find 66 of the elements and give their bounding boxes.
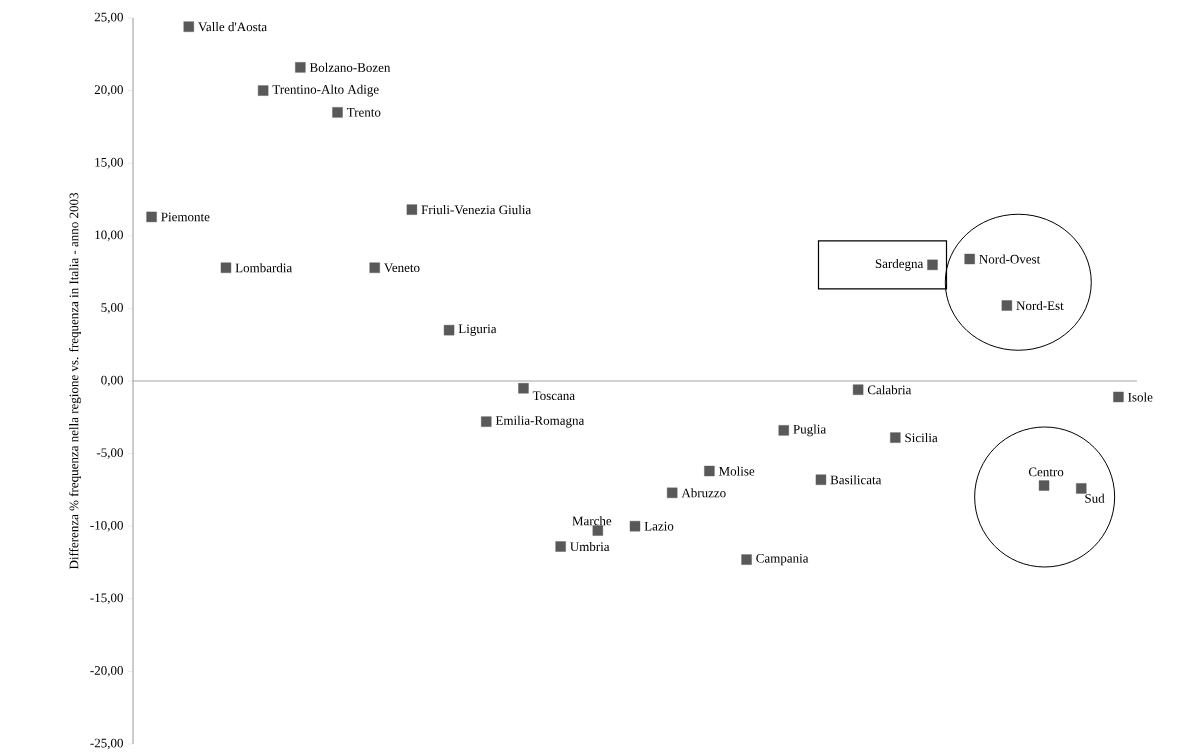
data-label: Sardegna xyxy=(875,259,924,271)
data-label: Molise xyxy=(718,466,755,476)
data-label: Sud xyxy=(1085,493,1105,503)
point xyxy=(220,262,232,274)
data-label: Lombardia xyxy=(235,263,293,273)
data-label: Bolzano-Bozen xyxy=(309,62,391,73)
point xyxy=(852,384,864,396)
point xyxy=(406,204,418,216)
data-label: Friuli-Venezia Giulia xyxy=(421,205,532,215)
y-axis-title: Differenza % frequenza nella regione vs. frequenza in Italia - anno 2003 xyxy=(69,193,82,570)
data-label: Liguria xyxy=(458,324,497,337)
y-tick-label: -25,00 xyxy=(90,738,123,750)
y-tick-label: 25,00 xyxy=(94,12,123,24)
point xyxy=(1076,483,1087,494)
point xyxy=(815,474,827,486)
point xyxy=(481,416,492,428)
point xyxy=(332,107,343,118)
data-label: Trentino-Alto Adige xyxy=(272,84,379,97)
point xyxy=(369,262,380,274)
point xyxy=(146,211,157,223)
point xyxy=(1113,391,1124,403)
data-label: Emilia-Romagna xyxy=(495,415,585,428)
y-tick-label: 15,00 xyxy=(95,158,123,169)
point xyxy=(257,85,269,96)
y-tick-label: -20,00 xyxy=(90,666,123,677)
point xyxy=(778,425,789,436)
data-label: Trento xyxy=(346,108,381,117)
point xyxy=(592,525,604,536)
point xyxy=(927,259,938,271)
data-label: Centro xyxy=(1028,467,1064,477)
point xyxy=(1038,480,1050,491)
data-label: Sicilia xyxy=(905,433,938,443)
y-tick-label: 10,00 xyxy=(95,230,123,242)
point xyxy=(518,383,529,394)
data-label: Veneto xyxy=(384,263,420,273)
data-label: Piemonte xyxy=(161,212,210,222)
point xyxy=(667,487,678,499)
y-tick-label: 5,00 xyxy=(101,303,123,314)
y-tick-label: 0,00 xyxy=(101,375,123,387)
data-label: Nord-Ovest xyxy=(979,254,1041,264)
data-label: Abruzzo xyxy=(681,488,726,498)
data-label: Lazio xyxy=(644,522,674,531)
data-label: Nord-Est xyxy=(1016,301,1064,311)
point xyxy=(1001,300,1013,311)
data-label: Marche xyxy=(572,516,612,526)
data-label: Basilicata xyxy=(830,475,882,485)
point xyxy=(890,432,901,443)
y-tick-label: -15,00 xyxy=(90,593,123,605)
data-label: Valle d'Aosta xyxy=(198,22,267,32)
point xyxy=(704,465,715,477)
y-tick-label: -10,00 xyxy=(90,521,123,532)
data-label: Umbria xyxy=(570,542,610,552)
data-label: Campania xyxy=(756,554,809,566)
point xyxy=(629,521,641,532)
point xyxy=(555,541,566,552)
data-label: Puglia xyxy=(793,424,826,437)
data-label: Toscana xyxy=(532,391,575,401)
point xyxy=(741,554,752,565)
y-tick-label: 20,00 xyxy=(94,85,123,97)
y-tick-label: -5,00 xyxy=(96,448,123,460)
point xyxy=(964,253,975,265)
point xyxy=(295,62,306,73)
data-label: Isole xyxy=(1128,392,1153,402)
data-label: Calabria xyxy=(867,385,912,395)
point xyxy=(183,21,194,33)
point xyxy=(443,325,455,336)
